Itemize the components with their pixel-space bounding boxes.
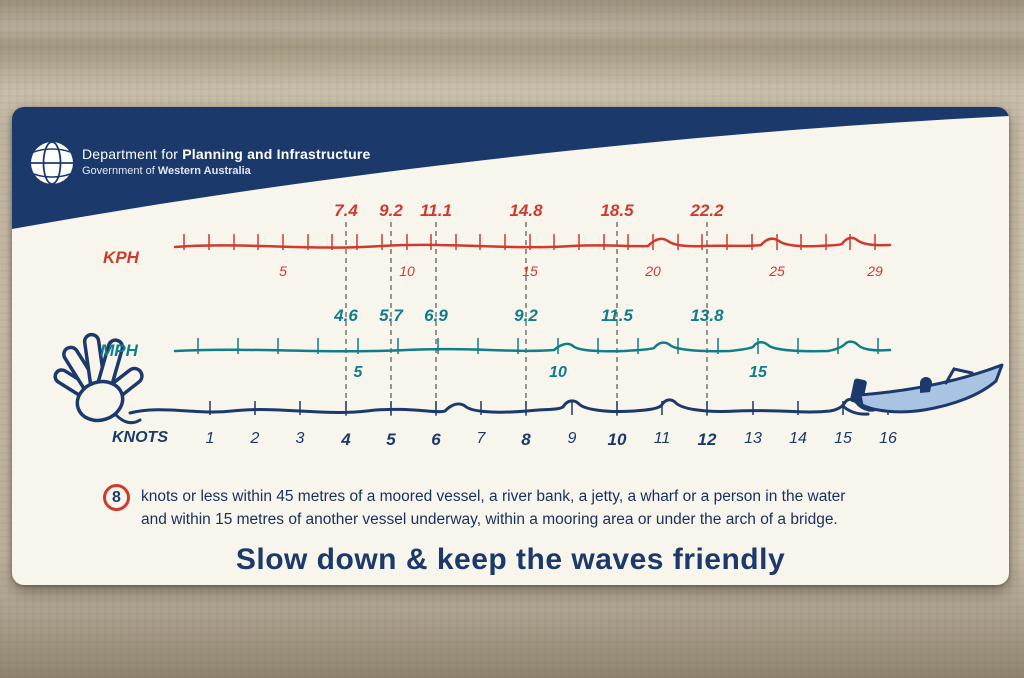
- knots-number: 8: [521, 430, 531, 449]
- knots-scale-label: KNOTS: [112, 429, 168, 446]
- org-gov-bold: Western Australia: [157, 165, 251, 177]
- notice-line-1: knots or less within 45 metres of a moor…: [141, 488, 846, 505]
- kph-tick-label: 29: [867, 263, 883, 279]
- speedboat-icon: [842, 363, 1004, 416]
- knots-number: 6: [431, 430, 441, 449]
- knots-number: 13: [744, 430, 762, 447]
- kph-conversion-value: 18.5: [600, 201, 634, 220]
- kph-tick-label: 10: [399, 263, 415, 279]
- speed-limit-badge: 8: [103, 484, 130, 511]
- kph-tick-label: 20: [645, 263, 661, 279]
- knots-tick-marks: [209, 401, 889, 415]
- campaign-slogan: Slow down & keep the waves friendly: [235, 543, 786, 576]
- globe-icon: [31, 141, 73, 185]
- kph-conversion-value: 7.4: [334, 201, 358, 220]
- kph-tick-label: 15: [522, 263, 538, 279]
- kph-conversion-value: 22.2: [690, 201, 724, 220]
- knots-scale-line: [128, 397, 876, 415]
- mph-tick-label: 10: [549, 364, 567, 381]
- mph-conversion-value: 13.8: [690, 306, 724, 325]
- org-gov-prefix: Government of: [82, 165, 158, 177]
- knots-number: 10: [607, 430, 627, 449]
- mph-scale-line: [173, 340, 892, 353]
- header-swoosh-shape: [12, 107, 1009, 229]
- kph-tick-label: 25: [769, 263, 785, 279]
- mph-tick-label: 5: [353, 364, 363, 381]
- mph-tick-label: 15: [749, 364, 767, 381]
- knots-number: 14: [789, 430, 807, 447]
- kph-conversion-value: 14.8: [509, 201, 543, 220]
- knots-number: 12: [697, 430, 717, 449]
- org-name-prefix: Department for: [82, 146, 183, 162]
- knots-number: 5: [386, 430, 396, 449]
- kph-conversion-value: 11.1: [420, 201, 452, 220]
- kph-scale-label: KPH: [103, 248, 139, 267]
- mph-conversion-value: 9.2: [514, 306, 538, 325]
- kph-tick-label: 5: [279, 263, 287, 279]
- header-banner: [12, 107, 1009, 229]
- org-identity: Department for Planning and Infrastructu…: [82, 146, 370, 177]
- org-name-bold: Planning and Infrastructure: [182, 146, 371, 162]
- knots-number: 16: [879, 430, 897, 447]
- knots-number: 7: [476, 430, 486, 447]
- mph-conversion-value: 6.9: [424, 306, 448, 325]
- speed-limit-value: 8: [112, 488, 121, 506]
- knots-number: 11: [653, 430, 671, 447]
- mph-scale-label: MPH: [100, 341, 138, 360]
- knots-number: 3: [295, 430, 305, 447]
- mph-tick-marks: [197, 338, 879, 354]
- mph-conversion-value: 11.5: [601, 306, 633, 325]
- notice-text: knots or less within 45 metres of a moor…: [141, 486, 845, 531]
- knots-number: 15: [834, 430, 852, 447]
- knots-number: 9: [567, 430, 577, 447]
- knots-number: 1: [205, 430, 215, 447]
- knots-number: 4: [341, 430, 351, 449]
- org-government: Government of Western Australia: [82, 165, 370, 177]
- org-name: Department for Planning and Infrastructu…: [82, 146, 370, 162]
- kph-conversion-value: 9.2: [379, 201, 403, 220]
- notice-line-2: and within 15 metres of another vessel u…: [141, 510, 838, 528]
- knots-number: 2: [250, 430, 260, 447]
- sign-board: Department for Planning and Infrastructu…: [12, 107, 1009, 585]
